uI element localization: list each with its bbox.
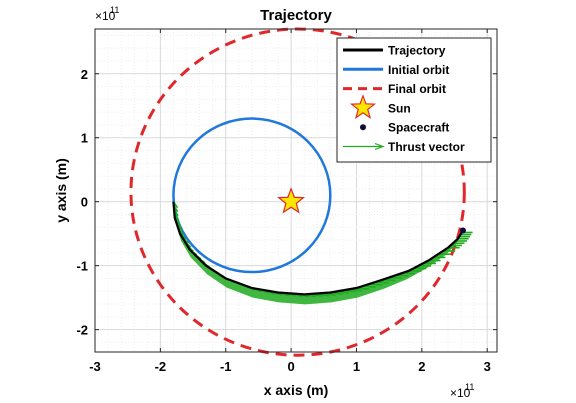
y-tick-label: -2	[76, 323, 88, 338]
x-tick-label: -2	[155, 359, 167, 374]
x-tick-label: 3	[484, 359, 491, 374]
y-axis-label: y axis (m)	[53, 158, 69, 223]
legend-swatch-dot	[360, 124, 366, 131]
x-tick-label: 0	[287, 359, 294, 374]
legend-label: Initial orbit	[388, 63, 449, 77]
legend: Trajectory Initial orbit Final orbit Sun Spa…	[336, 37, 492, 163]
x-tick-label: 1	[353, 359, 360, 374]
legend-item: Final orbit	[343, 82, 446, 96]
y-tick-label: 0	[81, 195, 88, 210]
tick-layer: -3 -2 -1 0 1 2 3 -2 -1 0 1 2	[76, 29, 497, 374]
sun-marker	[277, 186, 306, 214]
legend-label: Spacecraft	[388, 121, 449, 135]
legend-label: Trajectory	[388, 44, 446, 58]
legend-item: Thrust vector	[343, 140, 465, 154]
chart-title: Trajectory	[260, 7, 332, 24]
y-exponent-power: 11	[110, 5, 119, 15]
y-tick-label: 1	[81, 131, 88, 146]
y-exponent-base: ×10	[95, 9, 116, 23]
x-tick-label: 2	[418, 359, 425, 374]
legend-label: Final orbit	[388, 82, 446, 96]
x-exponent-power: 11	[465, 382, 474, 392]
spacecraft-marker	[460, 227, 467, 234]
x-exponent-label: ×10 11	[450, 382, 474, 400]
series-layer	[129, 27, 473, 357]
legend-item: Sun	[349, 94, 411, 120]
legend-item: Initial orbit	[343, 63, 449, 77]
x-axis-label: x axis (m)	[264, 382, 329, 398]
legend-swatch-star	[349, 94, 377, 120]
y-exponent-label: ×10 11	[95, 5, 119, 23]
thrust-vector-band	[173, 201, 464, 305]
legend-label: Thrust vector	[388, 140, 465, 154]
trajectory-line	[172, 201, 464, 296]
legend-item: Trajectory	[343, 44, 446, 58]
legend-label: Sun	[388, 101, 411, 115]
x-tick-label: -3	[89, 359, 101, 374]
initial-orbit-line	[172, 117, 332, 274]
x-tick-label: -1	[220, 359, 232, 374]
y-tick-label: 2	[81, 67, 88, 82]
y-tick-label: -1	[76, 259, 88, 274]
legend-box	[336, 37, 492, 163]
legend-swatch-arrowhead	[374, 142, 385, 151]
legend-item: Spacecraft	[360, 121, 449, 135]
plot-frame	[94, 28, 498, 353]
x-exponent-base: ×10	[450, 386, 471, 400]
